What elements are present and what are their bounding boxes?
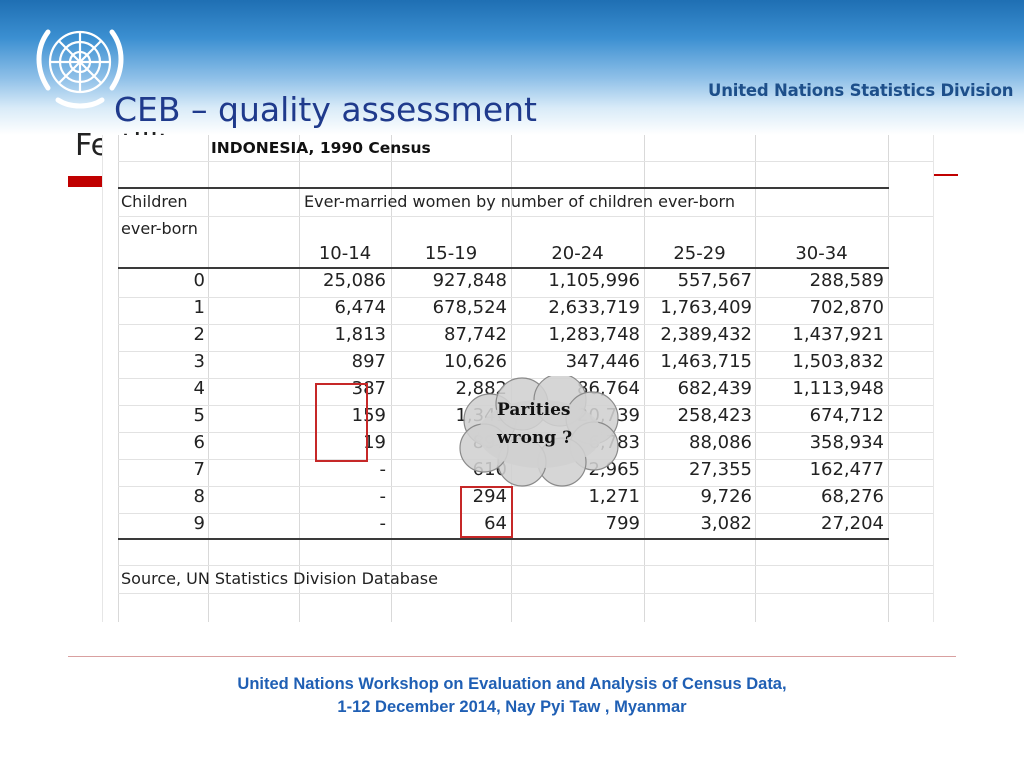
table-top-rule [118,187,889,189]
table-cell: 1,813 [334,324,386,345]
row-label: 8 [193,486,205,507]
table-cell: 19 [363,432,386,453]
table-cell: 358,934 [809,432,884,453]
column-group-header: Ever-married women by number of children… [304,192,735,211]
table-title: INDONESIA, 1990 Census [211,139,431,157]
slide-title: CEB – quality assessment [114,90,537,129]
table-cell: 1,437,921 [792,324,884,345]
table-cell: 3,082 [700,513,752,534]
table-cell: 25,086 [323,270,386,291]
table-source: Source, UN Statistics Division Database [121,569,438,588]
table-cell: 1,113,948 [792,378,884,399]
highlight-box [315,383,368,462]
un-emblem-icon [36,29,124,109]
grid-line [118,216,933,217]
table-cell: 347,446 [565,351,640,372]
table-cell: 799 [605,513,640,534]
column-header: 25-29 [673,243,726,264]
table-cell: 927,848 [432,270,507,291]
table-cell: 1,105,996 [548,270,640,291]
row-label: 5 [193,405,205,426]
callout-cloud-icon [459,376,619,487]
table-header-rule [118,267,889,269]
row-header-label: Children [121,192,188,211]
table-cell: 897 [351,351,386,372]
grid-line [118,486,933,487]
table-cell: 557,567 [677,270,752,291]
table-cell: 68,276 [821,486,884,507]
column-header: 30-34 [795,243,848,264]
row-label: 3 [193,351,205,372]
table-cell: - [379,486,387,507]
grid-line [118,565,933,566]
table-bottom-rule [118,538,889,540]
table-cell: 2,633,719 [548,297,640,318]
footer-divider [68,656,956,657]
table-cell: 9,726 [700,486,752,507]
table-cell: 682,439 [677,378,752,399]
footer-line-2: 1-12 December 2014, Nay Pyi Taw , Myanma… [337,698,687,716]
table-cell: 1,763,409 [660,297,752,318]
row-header-label: ever-born [121,219,198,238]
row-label: 4 [193,378,205,399]
row-label: 9 [193,513,205,534]
column-header: 15-19 [424,243,478,264]
table-cell: 1,271 [588,486,640,507]
header-band [0,0,1024,135]
table-cell: 678,524 [432,297,507,318]
table-cell: 162,477 [809,459,884,480]
accent-line [930,174,958,176]
grid-line [118,351,933,352]
row-label: 6 [193,432,205,453]
callout-line: Parities [497,400,571,420]
table-cell: 294 [472,486,507,507]
table-cell: - [379,459,387,480]
grid-line [118,593,933,594]
grid-line [118,297,933,298]
callout-line: wrong ? [497,428,573,448]
row-label: 0 [193,270,205,291]
row-label: 7 [193,459,205,480]
table-cell: 702,870 [809,297,884,318]
table-cell: 6,474 [334,297,386,318]
table-cell: 674,712 [809,405,884,426]
footer-line-1: United Nations Workshop on Evaluation an… [237,675,787,693]
table-cell: 64 [484,513,507,534]
callout-text: Parities wrong ? [497,396,572,452]
table-cell: - [379,513,387,534]
table-cell: 27,204 [821,513,884,534]
table-cell: 2,389,432 [660,324,752,345]
table-cell: 87,742 [444,324,507,345]
table-cell: 88,086 [689,432,752,453]
table-cell: 288,589 [809,270,884,291]
table-cell: 258,423 [677,405,752,426]
grid-line [118,513,933,514]
column-header: 20-24 [551,243,604,264]
row-label: 1 [193,297,205,318]
table-cell: 1,503,832 [792,351,884,372]
grid-line [118,324,933,325]
organization-name: United Nations Statistics Division [708,81,1014,100]
table-cell: 1,463,715 [660,351,752,372]
accent-bar [68,176,108,187]
table-cell: 159 [351,405,386,426]
table-cell: 1,283,748 [548,324,640,345]
table-cell: 27,355 [689,459,752,480]
table-cell: 10,626 [444,351,507,372]
highlight-box [460,486,513,538]
grid-line [118,161,933,162]
row-label: 2 [193,324,205,345]
column-header: 10-14 [318,243,372,264]
